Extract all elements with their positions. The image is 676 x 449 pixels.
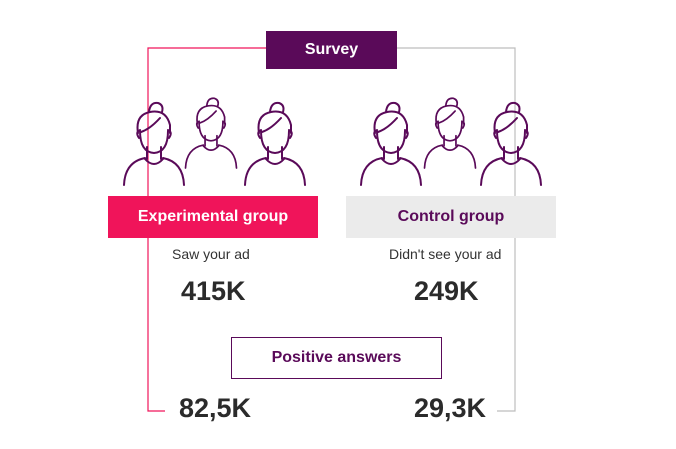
person-icon <box>123 101 185 186</box>
control-group-label: Control group <box>346 196 556 238</box>
control-positive-count: 29,3K <box>414 393 487 423</box>
positive-answers-label: Positive answers <box>231 337 442 379</box>
person-icon <box>480 101 542 186</box>
person-icon <box>423 97 477 169</box>
control-subtitle: Didn't see your ad <box>389 246 502 262</box>
experimental-group-label: Experimental group <box>108 196 318 238</box>
experimental-subtitle: Saw your ad <box>172 246 250 262</box>
person-icon <box>184 97 238 169</box>
person-icon <box>360 101 422 186</box>
control-count: 249K <box>414 276 479 306</box>
experimental-positive-count: 82,5K <box>179 393 252 423</box>
person-icon <box>244 101 306 186</box>
experimental-count: 415K <box>181 276 246 306</box>
survey-label: Survey <box>266 31 397 69</box>
